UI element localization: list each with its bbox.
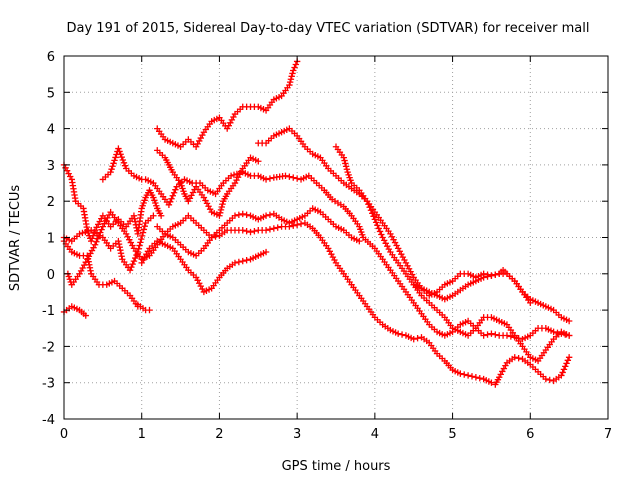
x-tick-label: 7 — [604, 427, 612, 442]
series-markers — [154, 147, 262, 219]
y-tick-label: 0 — [47, 268, 55, 283]
series-s6 — [99, 145, 573, 343]
y-tick-label: -4 — [42, 413, 55, 428]
series-markers — [255, 125, 573, 365]
chart-title: Day 191 of 2015, Sidereal Day-to-day VTE… — [67, 21, 590, 36]
series-markers — [154, 205, 363, 259]
y-tick-label: 1 — [47, 232, 55, 247]
y-tick-label: -1 — [42, 304, 55, 319]
series-markers — [154, 58, 301, 150]
x-tick-label: 5 — [448, 427, 456, 442]
x-tick-label: 3 — [293, 427, 301, 442]
x-axis-label: GPS time / hours — [282, 459, 391, 474]
y-tick-label: 5 — [47, 86, 55, 101]
x-tick-label: 1 — [138, 427, 146, 442]
y-axis-label: SDTVAR / TECUs — [8, 185, 23, 292]
y-tick-label: 4 — [47, 123, 55, 138]
series-s13 — [154, 205, 363, 259]
y-tick-label: 6 — [47, 50, 55, 65]
series-s8 — [154, 147, 262, 219]
x-tick-label: 0 — [60, 427, 68, 442]
x-tick-label: 6 — [526, 427, 534, 442]
y-tick-labels: -4 -3 -2 -1 0 1 2 3 4 5 6 — [42, 50, 55, 428]
series-markers — [99, 145, 573, 343]
series-s12 — [138, 237, 270, 296]
x-tick-label: 4 — [371, 427, 379, 442]
y-tick-label: 2 — [47, 195, 55, 210]
axis-ticks — [63, 55, 609, 420]
y-tick-label: -3 — [42, 377, 55, 392]
series-markers — [138, 237, 270, 296]
data-series — [60, 58, 573, 388]
x-tick-labels: 0 1 2 3 4 5 6 7 — [60, 427, 612, 442]
series-s9 — [255, 125, 573, 365]
series-markers — [410, 266, 534, 307]
series-s7 — [154, 58, 301, 150]
gridlines — [64, 56, 608, 419]
y-tick-label: -2 — [42, 340, 55, 355]
series-s14 — [410, 266, 534, 307]
y-tick-label: 3 — [47, 159, 55, 174]
x-tick-label: 2 — [215, 427, 223, 442]
